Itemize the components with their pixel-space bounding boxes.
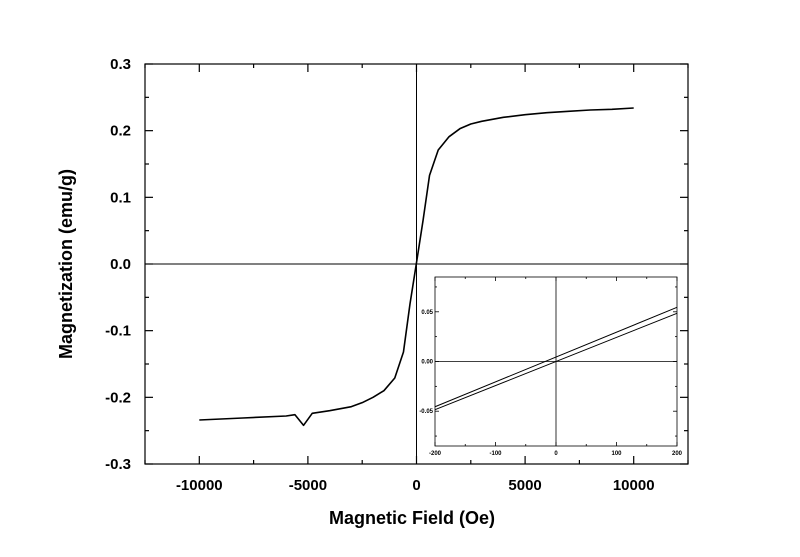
main-y-tick-label: 0.0	[110, 256, 131, 273]
inset-plot: -200 -100 0 100 200 -0.05 0.00 0.05	[419, 276, 683, 457]
main-x-tick-label: -10000	[176, 477, 223, 494]
inset-y-tick-label: -0.05	[419, 409, 433, 415]
main-x-tick-label: -5000	[289, 477, 327, 494]
main-x-tick-label: 5000	[508, 477, 541, 494]
main-x-tick-label: 10000	[613, 477, 655, 494]
main-x-tick-label: 0	[412, 477, 420, 494]
main-y-tick-label: 0.1	[110, 189, 131, 206]
main-y-tick-label: -0.2	[105, 389, 131, 406]
y-axis-label: Magnetization (emu/g)	[56, 169, 76, 359]
inset-series-line-1	[434, 306, 678, 408]
inset-x-tick-label: -100	[489, 451, 502, 457]
inset-x-tick-label: 200	[672, 451, 683, 457]
main-series-line-1	[199, 107, 634, 427]
inset-x-tick-label: 0	[554, 451, 558, 457]
x-axis-label: Magnetic Field (Oe)	[329, 508, 495, 528]
inset-series-line-2	[434, 312, 678, 411]
main-y-tick-label: -0.3	[105, 456, 131, 473]
main-y-tick-label: 0.2	[110, 123, 131, 140]
main-y-tick-label: 0.3	[110, 56, 131, 73]
inset-y-tick-label: 0.05	[421, 310, 433, 316]
main-plot: -10000 -5000 0 5000 10000 -0.3 -0.2 -0.1 0.0 0.1 0…	[105, 56, 689, 494]
inset-y-tick-label: 0.00	[421, 360, 433, 366]
inset-frame	[434, 276, 678, 447]
inset-x-tick-label: 100	[611, 451, 622, 457]
main-frame	[144, 63, 689, 465]
main-y-tick-label: -0.1	[105, 323, 131, 340]
inset-x-tick-label: -200	[429, 451, 442, 457]
